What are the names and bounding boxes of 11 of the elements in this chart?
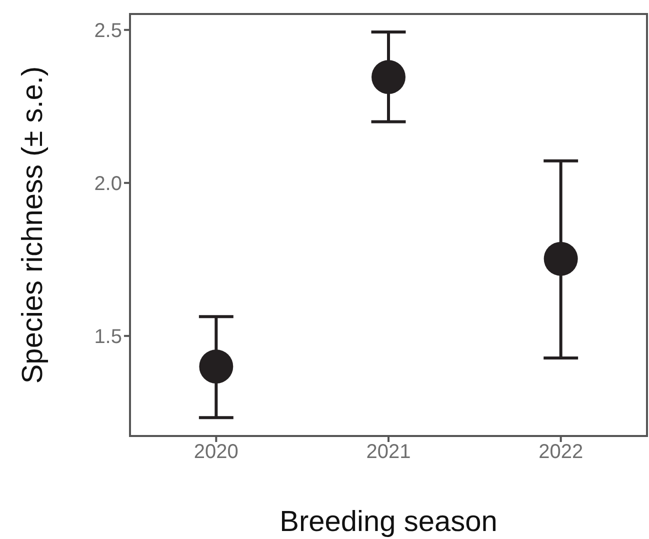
- point: [372, 60, 406, 94]
- x-tick-label: 2020: [194, 441, 238, 464]
- y-tick-label: 1.5: [94, 326, 122, 348]
- y-tick-label: 2.0: [94, 173, 122, 196]
- point: [544, 242, 578, 276]
- x-tick-label: 2022: [538, 441, 584, 464]
- x-tick-label: 2021: [366, 441, 411, 464]
- y-axis-title: Species richness (± s.e.): [17, 66, 49, 384]
- x-axis-title: Breeding season: [280, 506, 498, 538]
- point: [199, 350, 234, 384]
- y-tick-label: 2.5: [94, 20, 122, 42]
